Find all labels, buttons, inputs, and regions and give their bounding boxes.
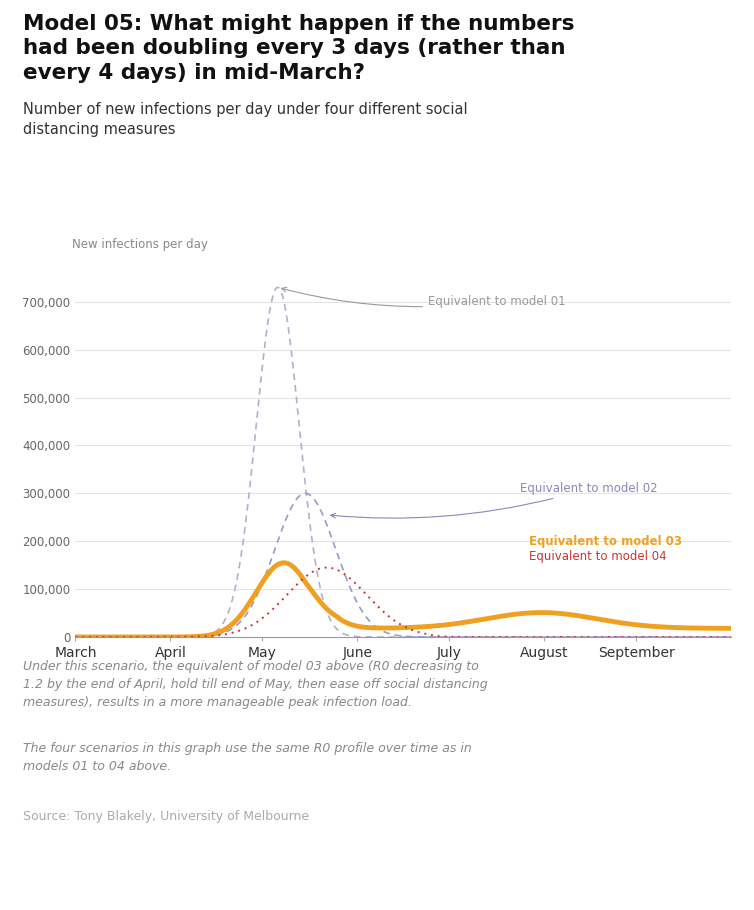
Text: New infections per day: New infections per day	[72, 238, 208, 251]
Text: Number of new infections per day under four different social
distancing measures: Number of new infections per day under f…	[23, 102, 467, 136]
Text: Equivalent to model 04: Equivalent to model 04	[529, 550, 667, 563]
Text: Equivalent to model 02: Equivalent to model 02	[331, 482, 657, 518]
Text: Equivalent to model 01: Equivalent to model 01	[281, 288, 566, 308]
Text: Source: Tony Blakely, University of Melbourne: Source: Tony Blakely, University of Melb…	[23, 810, 308, 823]
Text: had been doubling every 3 days (rather than: had been doubling every 3 days (rather t…	[23, 38, 565, 58]
Text: Under this scenario, the equivalent of model 03 above (R0 decreasing to
1.2 by t: Under this scenario, the equivalent of m…	[23, 660, 487, 709]
Text: Equivalent to model 03: Equivalent to model 03	[529, 535, 682, 548]
Text: every 4 days) in mid-March?: every 4 days) in mid-March?	[23, 63, 365, 83]
Text: Model 05: What might happen if the numbers: Model 05: What might happen if the numbe…	[23, 14, 574, 34]
Text: The four scenarios in this graph use the same R0 profile over time as in
models : The four scenarios in this graph use the…	[23, 742, 471, 773]
